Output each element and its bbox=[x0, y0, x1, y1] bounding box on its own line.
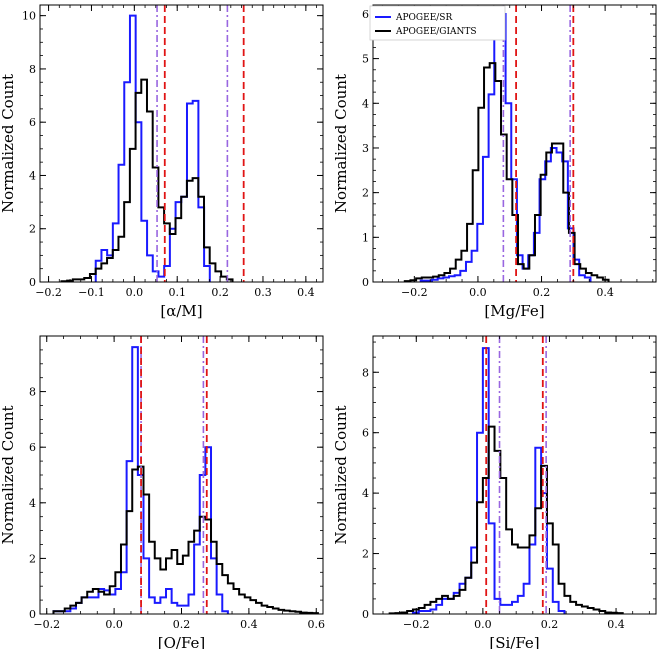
giants-histogram-2 bbox=[52, 465, 319, 614]
y-tick-label: 6 bbox=[362, 8, 369, 21]
y-tick-label: 2 bbox=[29, 552, 36, 565]
x-axis-label: [O/Fe] bbox=[158, 634, 206, 649]
x-tick-label: 0.0 bbox=[469, 286, 487, 299]
x-tick-label: −0.2 bbox=[35, 286, 62, 299]
x-tick-label: 0.4 bbox=[297, 286, 315, 299]
x-tick-label: 0.0 bbox=[126, 286, 144, 299]
x-tick-label: −0.2 bbox=[401, 286, 428, 299]
panel-alpha-m: −0.2 −0.1 0.0 0.1 0.2 0.3 0.4 0 2 4 6 8 10 [α/M] Norma… bbox=[0, 4, 324, 320]
sr-histogram-1 bbox=[419, 12, 592, 282]
x-tick-label: 0.0 bbox=[474, 618, 492, 631]
y-tick-label: 8 bbox=[29, 386, 36, 399]
x-tick-label: 0.2 bbox=[533, 286, 551, 299]
y-tick-label: 4 bbox=[362, 97, 369, 110]
y-tick-label: 10 bbox=[22, 10, 36, 23]
y-tick-label: 6 bbox=[29, 116, 36, 129]
legend: APOGEE/SR APOGEE/GIANTS bbox=[369, 5, 506, 41]
y-tick-label: 8 bbox=[362, 366, 369, 379]
y-tick-label: 4 bbox=[362, 487, 369, 500]
x-axis-label: [α/M] bbox=[160, 302, 202, 320]
x-tick-label: 0.2 bbox=[173, 618, 191, 631]
y-tick-label: 0 bbox=[29, 608, 36, 621]
y-tick-label: 0 bbox=[362, 276, 369, 289]
x-tick-label: 0.4 bbox=[607, 618, 625, 631]
y-axis-label: Normalized Count bbox=[0, 74, 17, 213]
y-tick-label: 4 bbox=[29, 169, 36, 182]
y-axis-label: Normalized Count bbox=[332, 74, 350, 213]
y-tick-label: 0 bbox=[362, 608, 369, 621]
y-tick-label: 2 bbox=[362, 187, 369, 200]
legend-frame bbox=[369, 5, 506, 41]
x-tick-label: 0.4 bbox=[240, 618, 258, 631]
y-tick-label: 6 bbox=[29, 441, 36, 454]
x-tick-label: 0.6 bbox=[308, 618, 326, 631]
y-tick-label: 5 bbox=[362, 53, 369, 66]
y-tick-label: 2 bbox=[362, 548, 369, 561]
y-axis-label: Normalized Count bbox=[332, 405, 350, 544]
x-tick-label: −0.1 bbox=[78, 286, 105, 299]
panel-mg-fe: −0.2 0.0 0.2 0.4 0 1 2 3 4 5 6 [Mg/Fe] Normalized Co… bbox=[332, 4, 657, 320]
x-tick-label: 0.2 bbox=[541, 618, 559, 631]
x-axis-label: [Si/Fe] bbox=[489, 634, 539, 649]
y-tick-label: 2 bbox=[29, 223, 36, 236]
giants-histogram-1 bbox=[403, 62, 610, 282]
giants-histogram-0 bbox=[60, 78, 234, 282]
axes-frame bbox=[39, 335, 324, 615]
panel-si-fe: −0.2 0.0 0.2 0.4 0 2 4 6 8 [Si/Fe] Normalized Coun… bbox=[332, 335, 657, 649]
y-tick-label: 0 bbox=[29, 276, 36, 289]
y-tick-label: 8 bbox=[29, 63, 36, 76]
sr-histogram-0 bbox=[94, 14, 211, 282]
legend-giants-label: APOGEE/GIANTS bbox=[395, 27, 477, 37]
y-tick-label: 3 bbox=[362, 142, 369, 155]
x-tick-label: 0.3 bbox=[254, 286, 272, 299]
x-tick-label: 0.0 bbox=[105, 618, 123, 631]
y-tick-label: 1 bbox=[362, 231, 369, 244]
y-tick-label: 6 bbox=[362, 427, 369, 440]
x-axis-label: [Mg/Fe] bbox=[484, 302, 544, 320]
panel-o-fe: −0.2 0.0 0.2 0.4 0.6 0 2 4 6 8 [O/Fe] Normalized Co… bbox=[0, 335, 326, 649]
axes-frame bbox=[39, 4, 324, 283]
x-tick-label: −0.2 bbox=[403, 618, 430, 631]
x-tick-label: 0.2 bbox=[211, 286, 229, 299]
y-tick-label: 4 bbox=[29, 497, 36, 510]
legend-sr-label: APOGEE/SR bbox=[395, 13, 452, 23]
axes-frame bbox=[372, 4, 657, 283]
x-tick-label: 0.1 bbox=[168, 286, 186, 299]
y-axis-label: Normalized Count bbox=[0, 405, 17, 544]
giants-histogram-3 bbox=[388, 425, 624, 614]
axes-frame bbox=[372, 335, 657, 615]
x-tick-label: −0.2 bbox=[33, 618, 60, 631]
x-tick-label: 0.4 bbox=[596, 286, 614, 299]
